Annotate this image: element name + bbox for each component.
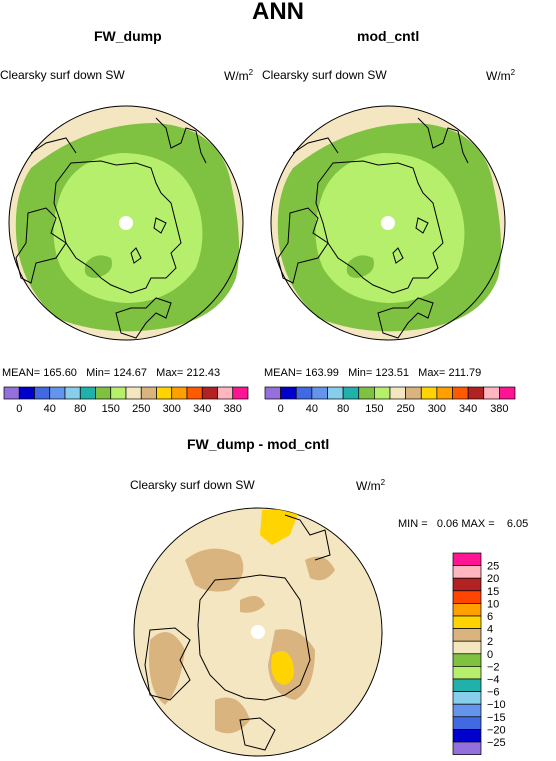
colorbar-swatch xyxy=(79,386,96,400)
colorbar-swatch xyxy=(452,640,482,655)
colorbar-swatch xyxy=(327,386,344,400)
colorbar-swatch xyxy=(110,386,127,400)
colorbar-label: −10 xyxy=(487,699,506,711)
colorbar-label: −20 xyxy=(487,724,506,736)
colorbar-swatch xyxy=(95,386,112,400)
colorbar-label: 2 xyxy=(487,636,493,648)
colorbar-swatch xyxy=(18,386,35,400)
colorbar-swatch xyxy=(467,386,485,400)
colorbar-swatch xyxy=(452,628,482,642)
colorbar-swatch xyxy=(452,615,482,629)
colorbar-label: 80 xyxy=(74,403,86,415)
colorbar-label: 0 xyxy=(16,403,22,415)
figure-title: ANN xyxy=(252,0,304,25)
colorbar-label: −15 xyxy=(487,712,506,724)
colorbar-label: 25 xyxy=(487,561,499,573)
difference-units: W/m2 xyxy=(356,478,386,493)
panel-1-title: FW_dump xyxy=(94,28,162,44)
colorbar-label: −2 xyxy=(487,661,500,673)
colorbar-label: −25 xyxy=(487,737,506,749)
colorbar-swatch xyxy=(358,386,375,400)
colorbar-label: 250 xyxy=(396,403,414,415)
colorbar-swatch xyxy=(452,565,482,579)
panel-2-units: W/m2 xyxy=(486,68,516,83)
colorbar-swatch xyxy=(452,716,482,730)
colorbar-label: 380 xyxy=(490,403,508,415)
difference-variable: Clearsky surf down SW xyxy=(130,478,255,492)
colorbar-label: −6 xyxy=(487,687,500,699)
colorbar-label: 380 xyxy=(224,403,242,415)
colorbar-swatch xyxy=(452,678,482,692)
colorbar-swatch xyxy=(280,386,297,400)
colorbar-swatch xyxy=(452,653,482,667)
colorbar-label: 150 xyxy=(365,403,383,415)
colorbar-swatch xyxy=(171,386,188,400)
colorbar-label: 20 xyxy=(487,573,499,585)
colorbar-label: 300 xyxy=(163,403,181,415)
colorbar-swatch xyxy=(186,386,203,400)
colorbar-label: 340 xyxy=(459,403,477,415)
colorbar-swatch xyxy=(3,386,20,400)
colorbar-swatch xyxy=(389,386,406,400)
colorbar-label: 4 xyxy=(487,624,493,636)
colorbar-label: 0 xyxy=(487,649,493,661)
colorbar-label: 6 xyxy=(487,611,493,623)
colorbar-swatch xyxy=(34,386,51,400)
colorbar-swatch xyxy=(264,386,281,400)
difference-title: FW_dump - mod_cntl xyxy=(187,436,330,452)
panel-1-stats: MEAN= 165.60 Min= 124.67 Max= 212.43 xyxy=(2,367,221,379)
colorbar-swatch xyxy=(452,577,482,592)
colorbar-swatch xyxy=(342,386,360,400)
panel-1-variable: Clearsky surf down SW xyxy=(0,68,125,82)
colorbar-swatch xyxy=(217,386,234,400)
panel-1-map xyxy=(8,105,244,341)
colorbar-label: 300 xyxy=(428,403,446,415)
panel-1-colorbar: 0 40 80 150 250 300 340 380 xyxy=(3,386,249,415)
colorbar-swatch xyxy=(49,386,66,400)
colorbar-label: 10 xyxy=(487,598,499,610)
colorbar-label: 0 xyxy=(278,403,284,415)
difference-map xyxy=(133,507,383,757)
colorbar-swatch xyxy=(483,386,500,400)
panel-2-stats: MEAN= 163.99 Min= 123.51 Max= 211.79 xyxy=(264,367,482,379)
colorbar-label: 80 xyxy=(337,403,349,415)
colorbar-swatch xyxy=(452,666,482,680)
colorbar-swatch xyxy=(499,386,516,400)
colorbar-swatch xyxy=(201,386,218,400)
colorbar-swatch xyxy=(452,603,482,617)
colorbar-swatch xyxy=(64,386,81,400)
colorbar-label: 150 xyxy=(102,403,120,415)
colorbar-swatch xyxy=(374,386,391,400)
difference-stats: MIN = 0.06 MAX = 6.05 xyxy=(398,518,529,530)
panel-2-colorbar: 0 40 80 150 250 300 340 380 xyxy=(264,386,516,415)
colorbar-swatch xyxy=(452,703,482,718)
colorbar-swatch xyxy=(452,386,469,400)
colorbar-swatch xyxy=(125,386,142,400)
colorbar-swatch xyxy=(232,386,249,400)
colorbar-swatch xyxy=(452,552,482,566)
panel-2-title: mod_cntl xyxy=(357,28,420,44)
colorbar-swatch xyxy=(311,386,328,400)
colorbar-label: 40 xyxy=(44,403,56,415)
colorbar-label: 340 xyxy=(193,403,211,415)
panel-1-units: W/m2 xyxy=(224,68,254,83)
panel-2-variable: Clearsky surf down SW xyxy=(262,68,387,82)
colorbar-swatch xyxy=(452,729,482,743)
colorbar-swatch xyxy=(452,741,482,755)
colorbar-label: 250 xyxy=(132,403,150,415)
colorbar-label: 40 xyxy=(306,403,318,415)
colorbar-swatch xyxy=(452,590,482,604)
colorbar-swatch xyxy=(140,386,157,400)
colorbar-swatch xyxy=(156,386,173,400)
colorbar-swatch xyxy=(420,386,438,400)
colorbar-swatch xyxy=(405,386,422,400)
panel-2-map xyxy=(270,105,506,341)
colorbar-swatch xyxy=(436,386,453,400)
colorbar-label: 15 xyxy=(487,586,499,598)
colorbar-swatch xyxy=(295,386,313,400)
colorbar-label: −4 xyxy=(487,674,500,686)
colorbar-swatch xyxy=(452,691,482,705)
